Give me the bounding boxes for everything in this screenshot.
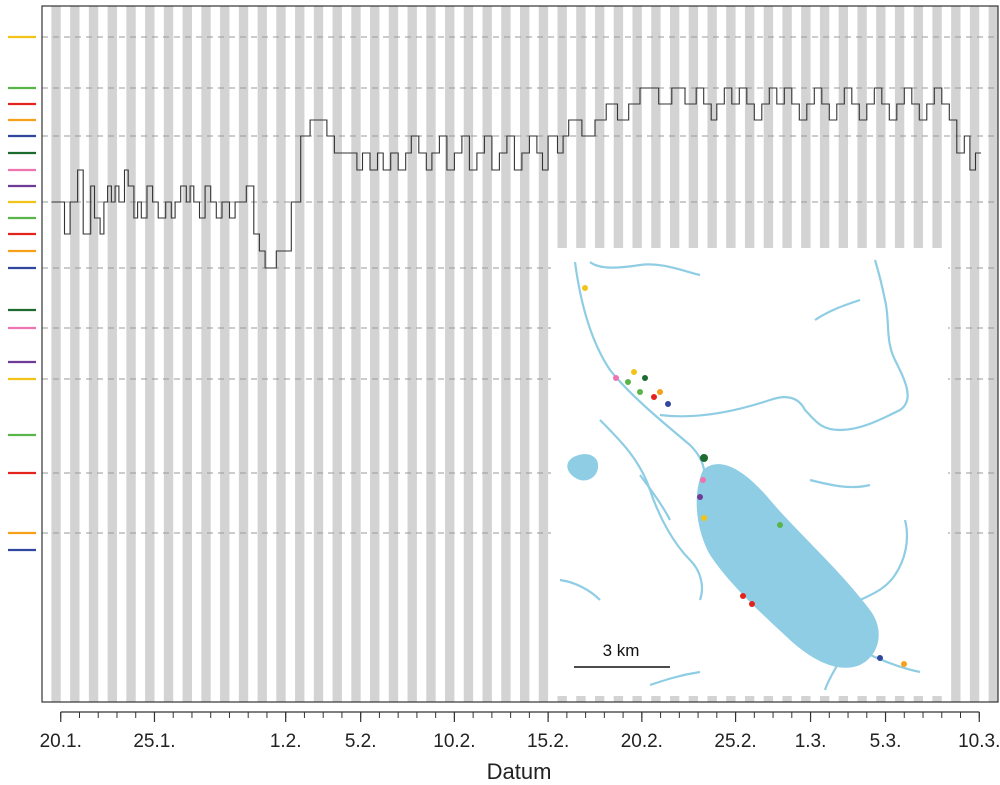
river-north [589,261,701,277]
night-stripe [201,6,211,702]
x-tick-label: 25.1. [133,731,175,752]
level-color-markers [8,35,36,552]
x-axis-title: Datum [487,759,552,784]
x-tick-label: 1.2. [270,731,302,752]
x-tick-label: 5.2. [345,731,377,752]
night-stripe [70,6,80,702]
inset-locations [582,285,907,667]
location-dot [877,655,883,661]
position-series [51,87,982,269]
location-dot [582,285,588,291]
night-stripe [351,6,361,702]
night-stripe [538,6,549,702]
night-stripe [445,6,455,702]
river-west-1 [599,419,704,601]
location-dot [901,661,907,667]
night-stripe [313,6,324,702]
river-main [573,261,707,481]
night-stripe [238,6,249,702]
inset-small-lake [567,454,599,481]
inset-lake [696,464,879,668]
x-tick-label: 10.3. [958,731,1000,752]
night-stripe [332,6,342,702]
inset-map: 3 km [551,248,948,696]
night-stripe [407,6,417,702]
river-west-2 [559,578,601,601]
x-tick-label: 25.2. [714,731,756,752]
location-dot [740,593,746,599]
x-tick-label: 15.2. [527,731,569,752]
location-dot [657,389,663,395]
night-stripe [951,6,961,702]
night-stripe [426,6,436,702]
location-dot [642,375,648,381]
x-tick-label: 1.3. [795,731,827,752]
x-axis: 20.1. 25.1. 1.2. 5.2. 10.2. 15.2. 20.2. 25.2. 1.… [40,711,1000,752]
night-stripe [501,6,511,702]
river-southwest [649,670,701,687]
night-stripe [276,6,286,702]
location-dot [665,401,671,407]
night-stripe [370,6,380,702]
x-tick-label: 10.2. [433,731,475,752]
inset-map-background [551,248,948,696]
night-stripe [220,6,230,702]
location-dot [631,369,637,375]
x-tick-label: 20.1. [40,731,82,752]
river-west-3 [639,474,671,521]
night-stripe [88,6,99,702]
night-stripe [520,6,530,702]
night-stripe [463,6,474,702]
river-northeast [814,298,861,321]
night-stripe [51,6,61,702]
night-stripe [988,6,998,702]
location-dot [651,394,657,400]
night-stripe [257,6,267,702]
night-stripe [182,6,192,702]
location-dot [701,515,707,521]
night-stripe [126,6,136,702]
x-tick-label: 5.3. [870,731,902,752]
scale-bar-label: 3 km [603,641,640,660]
location-dot [749,601,755,607]
location-dot [625,379,631,385]
night-stripe [482,6,492,702]
location-dot [700,477,706,483]
night-stripe [388,6,399,702]
river-east-branch [659,259,909,432]
location-dot [697,494,703,500]
river-east-3 [859,519,909,601]
location-dot [637,389,643,395]
night-stripe [163,6,174,702]
location-dot [700,454,708,462]
location-dot [613,375,619,381]
night-stripe [295,6,305,702]
series-line [51,87,982,269]
night-stripe [145,6,155,702]
night-stripe [107,6,117,702]
inset-rivers [559,259,921,691]
location-dot [777,522,783,528]
river-east-2 [809,478,871,489]
night-stripe [969,6,980,702]
x-tick-label: 20.2. [621,731,663,752]
plot-frame [41,5,999,703]
